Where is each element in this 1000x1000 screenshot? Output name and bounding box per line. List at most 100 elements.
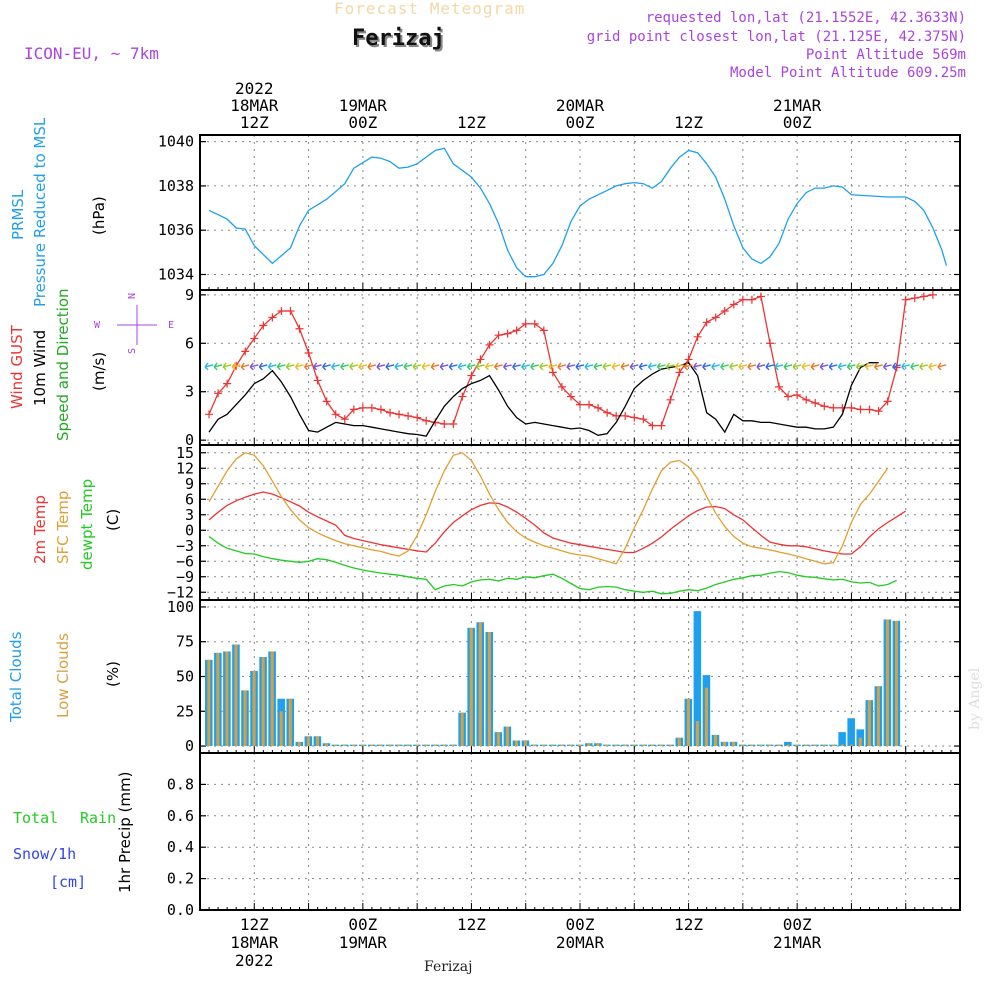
gust-marker	[358, 403, 367, 412]
low-cloud-bar	[514, 740, 518, 747]
wind-direction-arrow	[512, 362, 521, 371]
low-cloud-bar	[234, 644, 238, 747]
wind-direction-arrow	[539, 362, 548, 371]
requested-coords: requested lon,lat (21.1552E, 42.3633N)	[645, 10, 966, 26]
wind-direction-arrow	[674, 362, 684, 371]
gust-marker	[621, 411, 630, 420]
gust-marker	[449, 420, 458, 429]
wind-direction-arrow	[439, 362, 449, 371]
y-tick-label: 0.0	[167, 901, 194, 919]
low-cloud-bar	[759, 744, 763, 747]
top-time-label: 2022	[235, 79, 274, 98]
wind-direction-arrow	[457, 362, 467, 371]
y-tick-label: 0.6	[167, 807, 194, 825]
y-tick-label: 100	[167, 598, 194, 616]
low-cloud-bar	[533, 744, 537, 747]
gust-marker	[322, 397, 331, 406]
watermark: by Angel	[967, 667, 983, 730]
snow-unit: [cm]	[50, 873, 87, 891]
low-cloud-bar	[478, 622, 482, 747]
low-cloud-bar	[496, 732, 500, 747]
top-time-label: 12Z	[674, 113, 703, 132]
wind-unit: (m/s)	[90, 351, 108, 391]
gust-marker	[585, 400, 594, 409]
low-cloud-bar	[768, 744, 772, 747]
low-cloud-bar	[596, 743, 600, 747]
wind-direction-arrow	[837, 362, 847, 371]
gust-marker	[485, 340, 494, 349]
wind-direction-arrow	[801, 362, 811, 371]
low-cloud-bar	[270, 651, 274, 747]
y-tick-label: 1036	[158, 221, 194, 239]
gust-marker	[539, 326, 548, 335]
compass-s: S	[127, 347, 139, 355]
model-altitude: Model Point Altitude 609.25m	[729, 65, 966, 81]
wind-direction-arrow	[901, 362, 910, 371]
low-cloud-bar	[614, 744, 618, 747]
wind-direction-arrow	[747, 362, 757, 371]
low-cloud-bar	[885, 619, 889, 747]
y-tick-label: 0	[185, 431, 194, 449]
gust-marker	[747, 295, 756, 304]
wind-direction-arrow	[611, 362, 621, 371]
low-cloud-bar	[704, 687, 708, 747]
low-cloud-bar	[822, 744, 826, 747]
gust-marker	[928, 290, 937, 299]
low-cloud-bar	[659, 744, 663, 747]
gust-marker	[241, 347, 250, 356]
gust-marker	[557, 382, 566, 391]
top-time-label: 18MAR	[230, 96, 279, 115]
y-tick-label: 25	[176, 702, 194, 720]
wind-direction-arrow	[738, 362, 748, 371]
temp-unit: (C)	[104, 508, 122, 531]
low-cloud-bar	[750, 744, 754, 747]
gust-marker	[376, 405, 385, 414]
wind-direction-arrow	[213, 362, 223, 371]
bottom-time-label: 21MAR	[773, 933, 822, 952]
low-cloud-bar	[732, 741, 736, 747]
bottom-time-label: 00Z	[348, 915, 377, 934]
gust-marker	[277, 306, 286, 315]
wind-direction-arrow	[222, 362, 232, 371]
wind-direction-arrow	[729, 362, 738, 371]
wind-direction-arrow	[665, 362, 675, 371]
wind-direction-arrow	[494, 362, 503, 371]
total-cloud-bar	[693, 611, 702, 747]
wind-direction-arrow	[647, 362, 657, 371]
y-tick-label: 12	[176, 459, 194, 477]
low-cloud-bar	[650, 744, 654, 747]
wind-direction-arrow	[711, 362, 720, 371]
low-cloud-bar	[460, 712, 464, 747]
gust-marker	[784, 392, 793, 401]
low-cloud-bar	[315, 736, 319, 747]
wind-direction-arrow	[910, 362, 919, 371]
wind-direction-arrow	[521, 362, 530, 371]
gust-marker	[910, 294, 919, 303]
gust-marker	[630, 413, 639, 422]
bottom-time-label: 00Z	[566, 915, 595, 934]
bottom-time-label: 12Z	[457, 915, 486, 934]
wind-direction-arrow	[774, 362, 784, 371]
wind-direction-arrow	[204, 362, 214, 371]
wind-direction-arrow	[629, 362, 639, 371]
wind-direction-arrow	[285, 362, 295, 371]
gust-marker	[476, 355, 485, 364]
gust-marker	[639, 415, 648, 424]
low-cloud-bar	[469, 627, 473, 747]
low-cloud-bar	[677, 737, 681, 747]
compass-n: N	[127, 292, 139, 300]
bottom-time-label: 2022	[235, 951, 274, 970]
gust-marker	[729, 300, 738, 309]
low-cloud-bar	[632, 744, 636, 747]
compass-w: W	[94, 320, 101, 331]
low-cloud-bar	[542, 744, 546, 747]
gust-marker	[901, 295, 910, 304]
wind-direction-arrow	[720, 362, 729, 371]
top-time-label: 20MAR	[556, 96, 605, 115]
low-cloud-bar	[867, 700, 871, 747]
gust-marker	[413, 413, 422, 422]
wind-direction-arrow	[475, 362, 485, 371]
low-cloud-bar	[551, 744, 555, 747]
